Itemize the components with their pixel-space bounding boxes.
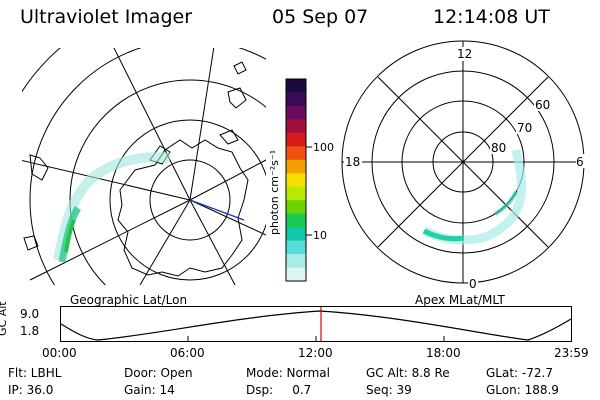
- meridian-line: [189, 159, 266, 201]
- colorbar-band: [286, 173, 306, 188]
- meridian-line: [22, 159, 191, 201]
- colorbar-band: [286, 79, 306, 93]
- instrument-title: Ultraviolet Imager: [20, 6, 193, 28]
- meridian-line: [113, 48, 191, 201]
- colorbar-band: [286, 146, 306, 161]
- altitude-curve: [60, 310, 572, 341]
- colorbar-band: [286, 132, 306, 147]
- coastline: [227, 87, 247, 109]
- colorbar-band: [286, 105, 306, 120]
- colorbar-band: [286, 186, 306, 201]
- aurora-emission: [53, 152, 171, 263]
- coastline: [233, 61, 247, 75]
- colorbar-band: [286, 159, 306, 174]
- mlat-label-60: 60: [535, 98, 550, 112]
- mlt-label-12: 12: [457, 47, 472, 61]
- lat-circle: [149, 159, 231, 241]
- polar-aurora-emission: [421, 149, 527, 245]
- colorbar-tick-100: 100: [313, 141, 334, 154]
- glon-readout: GLon: 188.9: [486, 383, 559, 397]
- filter-readout: Flt: LBHL: [8, 366, 62, 380]
- ip-readout: IP: 36.0: [8, 383, 54, 397]
- colorbar-band: [286, 240, 306, 255]
- altitude-plot-frame: [60, 306, 572, 342]
- mode-readout: Mode: Normal: [246, 366, 330, 380]
- intensity-colorbar: 100 10 photon cm⁻²s⁻¹: [268, 78, 334, 282]
- colorbar-band: [286, 200, 306, 215]
- mlat-label-80: 80: [491, 141, 506, 155]
- meridian-line: [189, 199, 266, 236]
- coastline: [29, 154, 49, 181]
- glat-readout: GLat: -72.7: [486, 366, 553, 380]
- mlt-axis: [377, 76, 549, 248]
- colorbar-tick-10: 10: [313, 229, 327, 242]
- altitude-tick-max: 9.0: [20, 307, 40, 321]
- polar-plot: 12 18 6 0 60 70 80: [341, 40, 586, 291]
- colorbar-unit-label: photon cm⁻²s⁻¹: [268, 150, 281, 235]
- meridian-line: [189, 199, 236, 285]
- coastline: [219, 129, 239, 145]
- lat-circle: [69, 79, 266, 285]
- coastline: [149, 145, 171, 165]
- observation-date: 05 Sep 07: [272, 6, 369, 28]
- time-tick-2359: 23:59: [554, 346, 589, 360]
- gc-alt-readout: GC Alt: 8.8 Re: [366, 366, 450, 380]
- mlt-label-0: 0: [469, 277, 477, 291]
- colorbar-band: [286, 119, 306, 134]
- colorbar-band: [286, 254, 306, 269]
- door-readout: Door: Open: [124, 366, 193, 380]
- altitude-tick-min: 1.8: [20, 324, 40, 338]
- time-tick-0600: 06:00: [170, 346, 205, 360]
- polar-panel-label: Apex MLat/MLT: [415, 293, 505, 307]
- meridian-line: [139, 199, 191, 285]
- geographic-panel-label: Geographic Lat/Lon: [70, 293, 188, 307]
- colorbar-band: [286, 267, 306, 282]
- observation-time: 12:14:08 UT: [433, 6, 550, 28]
- satellite-track: [189, 199, 245, 221]
- colorbar-band: [286, 92, 306, 107]
- meridian-line: [189, 48, 215, 201]
- colorbar-band: [286, 213, 306, 228]
- coastline: [117, 139, 249, 277]
- altitude-axis-label: GC Alt: [0, 301, 9, 336]
- geographic-map: [22, 48, 266, 285]
- colorbar-frame: [285, 78, 307, 282]
- lat-circle: [29, 48, 266, 285]
- meridian-line: [29, 199, 191, 281]
- mlt-label-18: 18: [345, 155, 360, 169]
- time-tick-1800: 18:00: [426, 346, 461, 360]
- time-tick-1200: 12:00: [298, 346, 333, 360]
- lat-circle: [22, 48, 61, 93]
- time-tick-0000: 00:00: [42, 346, 77, 360]
- colorbar-band: [286, 227, 306, 242]
- seq-readout: Seq: 39: [366, 383, 412, 397]
- mlt-label-6: 6: [576, 155, 584, 169]
- altitude-plot: [60, 306, 572, 342]
- mlat-label-70: 70: [517, 121, 532, 135]
- gain-readout: Gain: 14: [124, 383, 175, 397]
- dsp-readout: Dsp: 0.7: [246, 383, 312, 397]
- coastline: [23, 235, 39, 251]
- lat-circle: [109, 119, 266, 281]
